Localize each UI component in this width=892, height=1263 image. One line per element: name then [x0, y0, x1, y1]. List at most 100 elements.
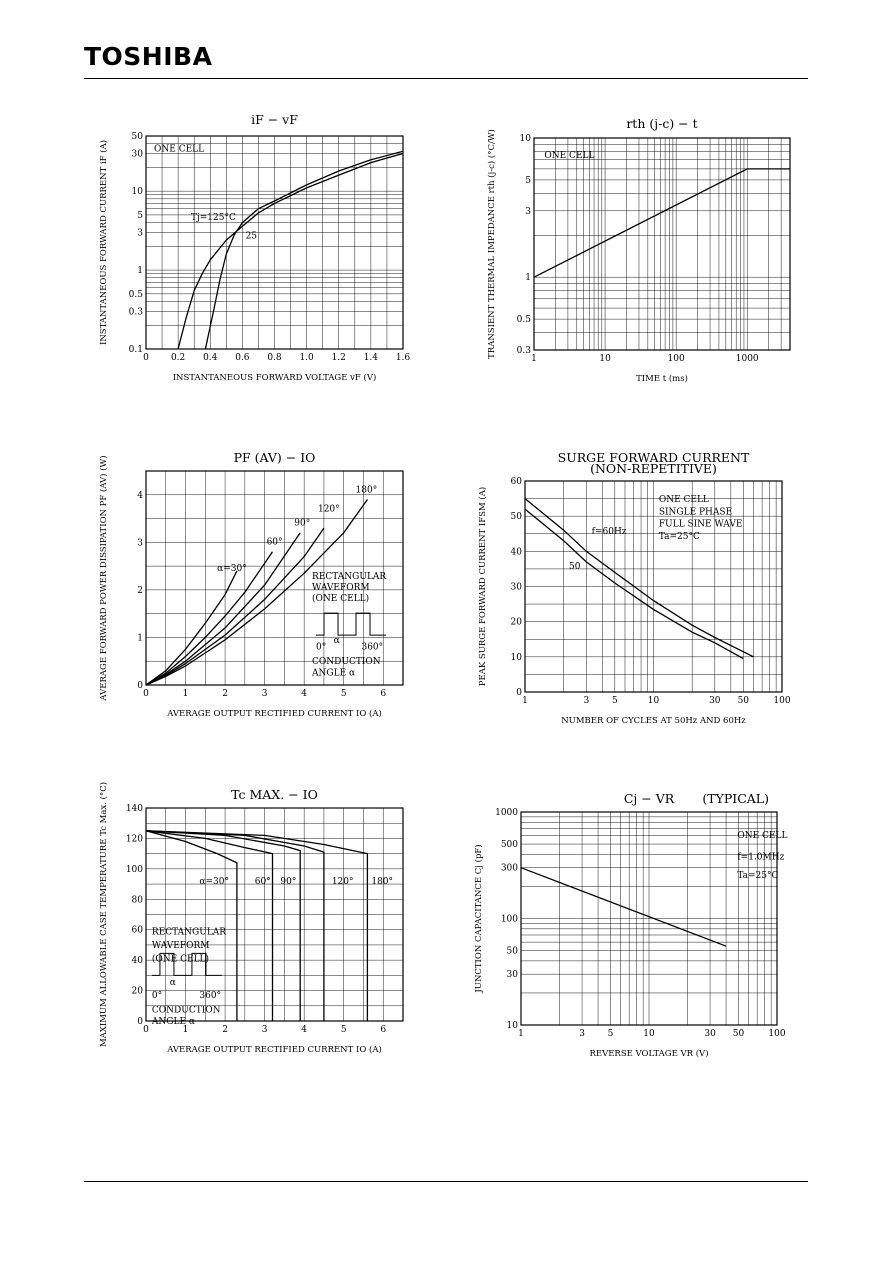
y-tick-label: 10	[520, 134, 532, 144]
x-axis-label: INSTANTANEOUS FORWARD VOLTAGE vF (V)	[173, 372, 377, 383]
y-tick-label: 1	[137, 633, 143, 643]
y-tick-label: 300	[501, 864, 518, 874]
x-tick-label: 0.4	[203, 353, 218, 363]
series-label: 90°	[280, 877, 296, 887]
grid-pf-io	[145, 470, 404, 686]
series-line-3	[145, 532, 301, 686]
chart-title: Tc MAX. − IO	[231, 787, 318, 802]
y-tick-label: 30	[511, 583, 523, 593]
y-tick-label: 100	[126, 865, 143, 875]
y-tick-label: 3	[137, 228, 143, 238]
series-label: α=30°	[217, 564, 247, 574]
grid-ifsm	[524, 480, 783, 693]
grid-tc-io	[145, 807, 404, 1022]
series-label: 180°	[371, 877, 393, 887]
annotation: ANGLE α	[151, 1017, 195, 1027]
annotation: (ONE CELL)	[152, 954, 209, 965]
y-tick-label: 50	[511, 512, 523, 522]
x-axis-label: TIME t (ms)	[636, 373, 688, 384]
series-line-5	[145, 499, 368, 686]
x-axis-label: AVERAGE OUTPUT RECTIFIED CURRENT IO (A)	[166, 708, 382, 719]
x-tick-label: 0.6	[235, 353, 250, 363]
chart-title: PF (AV) − IO	[234, 450, 316, 465]
series-line-1	[524, 498, 754, 658]
x-axis-label: NUMBER OF CYCLES AT 50Hz AND 60Hz	[561, 716, 746, 726]
y-tick-label: 0.3	[517, 346, 532, 356]
y-tick-label: 60	[511, 477, 523, 487]
y-tick-label: 140	[126, 804, 143, 814]
series-line-1	[177, 152, 404, 350]
annotation: (ONE CELL)	[312, 593, 369, 604]
y-tick-label: 120	[126, 834, 143, 844]
y-axis-label: PEAK SURGE FORWARD CURRENT IFSM (A)	[477, 487, 488, 686]
y-tick-label: 30	[132, 150, 144, 160]
x-tick-label: 5	[341, 689, 347, 699]
series-line-1	[145, 570, 238, 686]
toshiba-logo: TOSHIBA	[84, 42, 213, 71]
plot-frame	[533, 137, 791, 351]
x-tick-label: 0	[143, 1025, 149, 1035]
y-axis-label: AVERAGE FORWARD POWER DISSIPATION PF (AV…	[98, 455, 109, 701]
x-tick-label: 5	[608, 1029, 614, 1039]
x-tick-label: 1	[518, 1029, 524, 1039]
x-tick-label: 100	[668, 354, 685, 364]
annotation: 0°	[152, 991, 162, 1001]
y-tick-label: 5	[525, 176, 531, 186]
x-tick-label: 1	[522, 696, 528, 706]
annotation: Tj=125°C	[191, 213, 236, 223]
y-tick-label: 4	[137, 491, 143, 501]
annotation: SINGLE PHASE	[659, 507, 732, 517]
waveform-icon	[316, 612, 387, 636]
x-axis-label: REVERSE VOLTAGE VR (V)	[589, 1048, 708, 1059]
y-axis-label: JUNCTION CAPACITANCE Cj (pF)	[473, 844, 484, 993]
x-tick-label: 4	[301, 1025, 307, 1035]
x-tick-label: 1.2	[332, 353, 346, 363]
y-tick-label: 3	[525, 207, 531, 217]
annotation: RECTANGULAR	[312, 572, 386, 582]
x-tick-label: 1	[183, 1025, 189, 1035]
x-tick-label: 1.4	[364, 353, 379, 363]
annotation: ONE CELL	[737, 831, 787, 841]
annotation: α	[170, 978, 176, 988]
x-tick-label: 100	[768, 1029, 785, 1039]
annotation: Ta=25°C	[659, 532, 700, 542]
x-tick-label: 1.0	[299, 353, 314, 363]
x-tick-label: 5	[341, 1025, 347, 1035]
x-tick-label: 1	[531, 354, 537, 364]
x-tick-label: 1	[183, 689, 189, 699]
plot-frame	[524, 480, 783, 693]
y-tick-label: 0	[137, 1017, 143, 1027]
x-tick-label: 2	[222, 689, 228, 699]
series-line-3	[145, 830, 301, 1021]
x-tick-label: 50	[733, 1029, 745, 1039]
plot-frame	[145, 470, 404, 686]
x-tick-label: 5	[612, 696, 618, 706]
y-axis-label: INSTANTANEOUS FORWARD CURRENT iF (A)	[98, 140, 109, 345]
x-axis-label: AVERAGE OUTPUT RECTIFIED CURRENT IO (A)	[166, 1044, 382, 1055]
x-tick-label: 30	[704, 1029, 716, 1039]
annotation: 360°	[361, 642, 383, 652]
chart-title: rth (j-c) − t	[626, 116, 697, 131]
grid-if-vf	[145, 135, 404, 350]
annotation: 0°	[316, 642, 326, 652]
series-line-5	[145, 830, 369, 1021]
annotation: CONDUCTION	[152, 1006, 221, 1016]
y-tick-label: 80	[132, 895, 144, 905]
series-line-1	[145, 830, 238, 1021]
x-tick-label: 10	[599, 354, 611, 364]
plot-frame	[520, 811, 778, 1026]
x-tick-label: 3	[262, 689, 268, 699]
annotation: α	[334, 636, 340, 646]
y-tick-label: 60	[132, 926, 144, 936]
annotation: CONDUCTION	[312, 657, 381, 667]
x-tick-label: 1000	[736, 354, 759, 364]
y-tick-label: 1	[525, 273, 531, 283]
plot-frame	[145, 807, 404, 1022]
x-tick-label: 0.2	[171, 353, 185, 363]
annotation: WAVEFORM	[312, 583, 370, 593]
x-tick-label: 6	[380, 689, 386, 699]
y-tick-label: 30	[507, 970, 519, 980]
series-label: 180°	[356, 485, 378, 495]
